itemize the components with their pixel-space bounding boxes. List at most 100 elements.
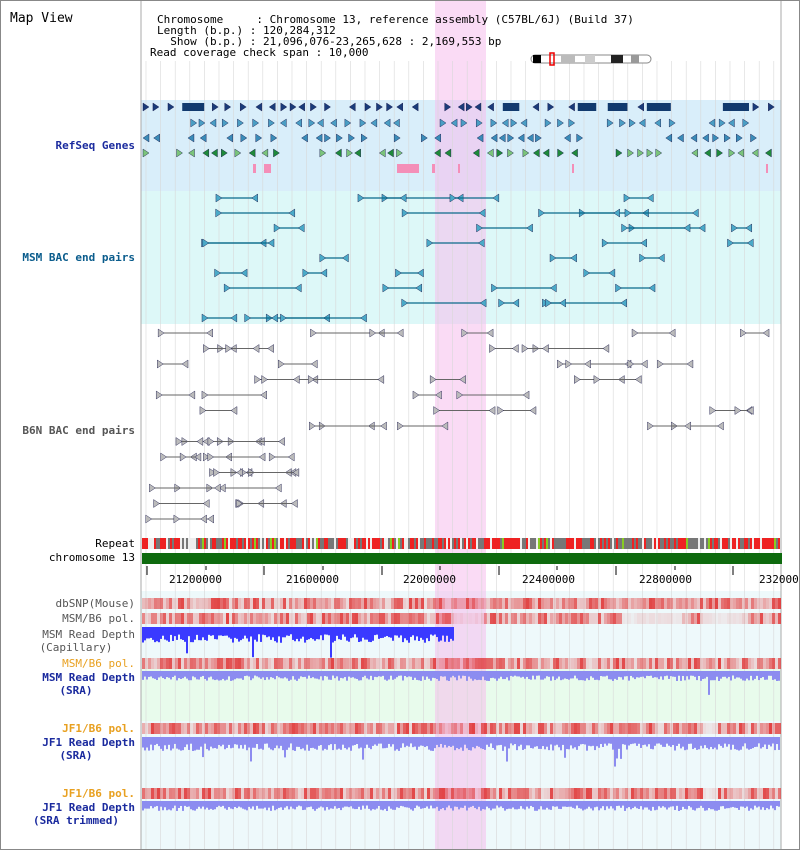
depth-bar [628,671,630,681]
track-label-jf1-b6-pol-2[interactable]: JF1/B6 pol. [62,787,135,800]
track-label-b6n-bac[interactable]: B6N BAC end pairs [22,424,135,437]
depth-bar [348,671,350,677]
depth-bar [236,737,238,745]
depth-bar [438,801,440,811]
gene-arrow [638,118,646,128]
heat-cell [277,613,280,624]
track-label-msm-depth-sra[interactable]: MSM Read Depth [42,671,135,684]
depth-bar [234,627,236,638]
depth-bar [408,671,410,677]
bac-end-marker [557,359,564,369]
depth-bar [454,671,456,678]
track-label-msm-b6-pol-2[interactable]: MSM/B6 pol. [62,657,135,670]
repeat-element [764,538,766,549]
repeat-element [288,538,290,549]
heat-cell [565,613,568,624]
track-label-refseq[interactable]: RefSeq Genes [55,139,135,152]
depth-bar [418,671,420,681]
heat-cell [676,788,679,799]
depth-bar [680,801,682,811]
track-label-msm-b6-pol-1[interactable]: MSM/B6 pol. [62,612,135,625]
depth-bar [580,801,582,809]
heat-cell [298,613,301,624]
depth-bar [724,801,726,809]
heat-cell [187,658,190,669]
repeat-element [198,538,200,549]
heat-cell [370,788,373,799]
heat-cell [151,788,154,799]
repeat-element [274,538,276,549]
depth-bar [196,801,198,809]
bac-end-marker [545,298,552,308]
gene-arrow [393,118,400,128]
heat-cell [151,598,154,609]
track-label-msm-depth-cap[interactable]: MSM Read Depth [42,628,135,641]
depth-bar [220,671,222,681]
heat-cell [634,788,637,799]
track-label-dbsnp[interactable]: dbSNP(Mouse) [55,597,135,610]
depth-bar [232,627,234,643]
heat-cell [289,613,292,624]
depth-bar [696,801,698,809]
heat-cell [223,598,226,609]
repeat-element [556,538,558,549]
heat-cell [295,723,298,734]
depth-bar [310,737,312,748]
heat-cell [163,598,166,609]
depth-bar [398,801,400,808]
repeat-element [168,538,170,549]
bac-end-marker [145,514,153,524]
depth-bar [450,801,452,809]
depth-bar [536,737,538,747]
bac-end-marker [646,193,654,203]
heat-cell [577,658,580,669]
depth-bar [368,801,370,809]
track-label-repeat[interactable]: Repeat [95,537,135,550]
depth-bar [150,737,152,745]
depth-bar [154,737,156,746]
heat-cell [346,788,349,799]
axis-tick-label: 21200000 [169,573,222,586]
repeat-element [328,538,330,549]
heat-cell [676,723,679,734]
depth-bar [640,801,642,807]
repeat-element [576,538,578,549]
track-label-chromosome[interactable]: chromosome 13 [48,551,135,564]
depth-bar [306,627,308,640]
heat-cell [469,788,472,799]
depth-bar [396,801,398,808]
repeat-element [386,538,388,549]
depth-bar [752,737,754,749]
heat-cell [451,598,454,609]
depth-bar [238,671,240,679]
heat-cell [448,613,451,624]
depth-bar [518,671,520,677]
depth-bar [178,737,180,750]
depth-bar [182,737,184,751]
heat-cell [403,788,406,799]
bac-end-marker [624,208,632,218]
depth-bar [216,627,218,640]
repeat-element [142,538,144,549]
repeat-element [256,538,258,549]
depth-bar [192,737,194,751]
gene-arrow [526,133,534,143]
heat-cell [415,658,418,669]
track-label-jf1-depth-sra[interactable]: JF1 Read Depth [42,736,135,749]
depth-bar [586,737,588,751]
depth-bar [376,627,378,635]
depth-bar [464,671,466,676]
track-label-msm-bac[interactable]: MSM BAC end pairs [22,251,135,264]
depth-bar [708,801,710,809]
heat-cell [724,723,727,734]
heat-cell [628,613,631,624]
heat-cell [757,658,760,669]
heat-cell [763,613,766,624]
gene-arrow [212,102,219,112]
depth-bar [402,671,404,681]
track-label-jf1-depth-trim[interactable]: JF1 Read Depth [42,801,135,814]
heat-cell [238,613,241,624]
track-label-jf1-b6-pol-1[interactable]: JF1/B6 pol. [62,722,135,735]
depth-bar [542,737,544,747]
